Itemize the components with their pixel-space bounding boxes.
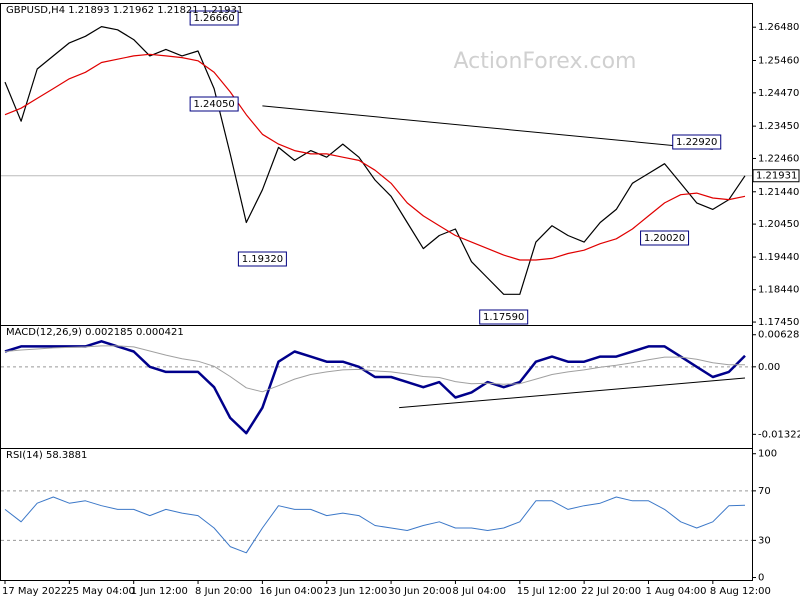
y-tick-label: 1.18440 — [758, 285, 799, 296]
annotation: 1.20020 — [644, 233, 685, 244]
annotation-box — [189, 10, 239, 26]
annotation-box — [479, 309, 529, 325]
x-tick-label: 22 Jul 20:00 — [581, 586, 641, 597]
y-tick-label: 1.26480 — [758, 22, 799, 33]
x-tick-label: 8 Aug 12:00 — [710, 586, 771, 597]
x-tick-label: 16 Jun 04:00 — [259, 586, 323, 597]
annotation-box — [189, 96, 239, 112]
x-tick-label: 8 Jun 20:00 — [195, 586, 252, 597]
x-tick-label: 30 Jun 20:00 — [388, 586, 452, 597]
annotation: 1.22920 — [676, 137, 717, 148]
watermark: ActionForex.com — [454, 49, 637, 74]
series-line — [4, 345, 746, 393]
annotation-box — [237, 251, 287, 267]
y-tick-label: 1.17450 — [758, 317, 799, 328]
y-tick-label: 100 — [758, 449, 777, 460]
annotation-box — [640, 230, 690, 246]
annotation-box — [672, 134, 722, 150]
x-tick-label: 17 May 2022 — [2, 586, 67, 597]
trendline — [262, 105, 713, 150]
annotation: 1.17590 — [483, 312, 524, 323]
y-tick-label: 0 — [758, 573, 764, 584]
panel-title: RSI(14) 58.3881 — [6, 450, 87, 461]
panel-title: GBPUSD,H4 1.21893 1.21962 1.21821 1.2193… — [6, 5, 243, 16]
y-tick-label: 1.25460 — [758, 56, 799, 67]
annotation: 1.19320 — [242, 254, 283, 265]
x-tick-label: 23 Jun 12:00 — [324, 586, 388, 597]
y-tick-label: 30 — [758, 535, 771, 546]
series-line — [4, 53, 746, 261]
y-tick-label: -0.013223 — [758, 429, 800, 440]
last-price-label: 1.21931 — [756, 171, 797, 182]
x-tick-label: 25 May 04:00 — [66, 586, 135, 597]
y-tick-label: 1.19440 — [758, 252, 799, 263]
y-tick-label: 0.00 — [758, 362, 780, 373]
annotation: 1.26660 — [193, 13, 234, 24]
y-tick-label: 1.20450 — [758, 219, 799, 230]
panel-frame — [0, 448, 753, 581]
series-line — [4, 26, 746, 295]
y-tick-label: 1.21440 — [758, 187, 799, 198]
y-tick-label: 0.006285 — [758, 330, 800, 341]
x-tick-label: 15 Jul 12:00 — [517, 586, 577, 597]
y-tick-label: 1.23450 — [758, 121, 799, 132]
y-tick-label: 70 — [758, 486, 771, 497]
y-tick-label: 1.24470 — [758, 88, 799, 99]
x-tick-label: 1 Jun 12:00 — [131, 586, 188, 597]
last-price-box — [752, 169, 800, 183]
y-tick-label: 1.22460 — [758, 153, 799, 164]
panel-title: MACD(12,26,9) 0.002185 0.000421 — [6, 327, 184, 338]
series-line — [4, 340, 746, 435]
x-tick-label: 1 Aug 04:00 — [645, 586, 706, 597]
trendline — [399, 377, 746, 409]
x-tick-label: 8 Jul 04:00 — [452, 586, 506, 597]
series-line — [4, 496, 746, 554]
annotation: 1.24050 — [193, 99, 234, 110]
